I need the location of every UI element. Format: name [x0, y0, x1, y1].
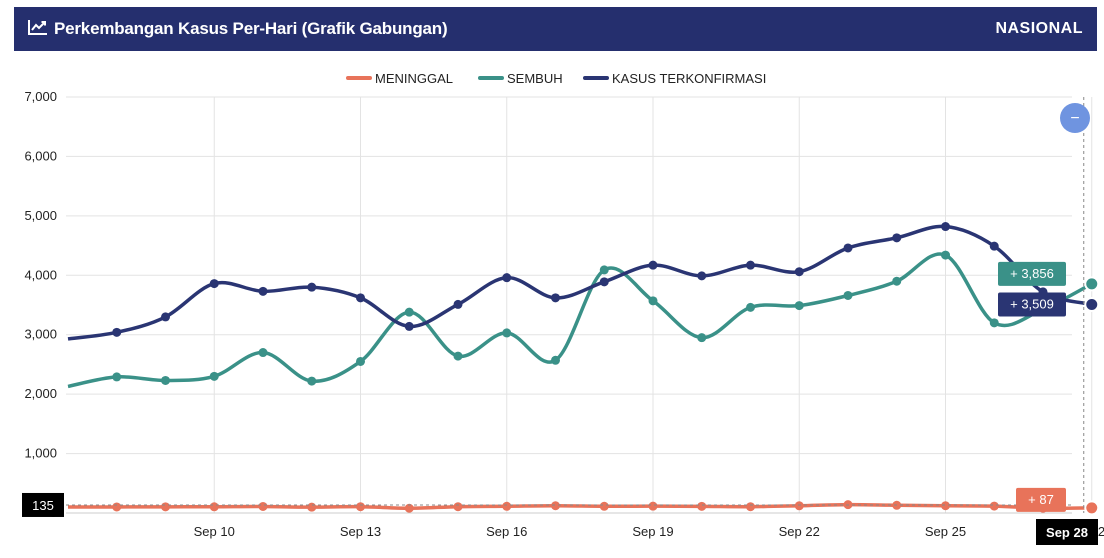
- data-point[interactable]: [161, 312, 170, 322]
- data-point[interactable]: [843, 243, 853, 253]
- data-point[interactable]: [307, 282, 317, 292]
- line-chart[interactable]: 01,0002,0003,0004,0005,0006,0007,000Sep …: [0, 55, 1104, 553]
- data-point[interactable]: [599, 277, 609, 287]
- data-point[interactable]: [746, 302, 755, 312]
- data-point[interactable]: [209, 502, 219, 512]
- data-point[interactable]: [112, 327, 122, 337]
- data-point[interactable]: [941, 250, 950, 260]
- data-point[interactable]: [599, 265, 609, 275]
- value-badge: + 3,856: [1010, 266, 1054, 281]
- data-point[interactable]: [599, 501, 609, 511]
- crosshair-x-label-box: [1036, 519, 1098, 545]
- y-tick-label: 3,000: [24, 327, 57, 342]
- data-point[interactable]: [843, 290, 853, 300]
- data-point[interactable]: [551, 501, 560, 511]
- data-point[interactable]: [989, 318, 999, 328]
- data-point[interactable]: [697, 333, 707, 343]
- data-point[interactable]: [648, 260, 658, 270]
- data-point[interactable]: [648, 296, 658, 306]
- header-title-group: Perkembangan Kasus Per-Hari (Grafik Gabu…: [28, 19, 448, 40]
- legend-label[interactable]: SEMBUH: [507, 71, 563, 86]
- x-tick-label: Sep 22: [779, 524, 820, 539]
- data-point[interactable]: [404, 321, 414, 331]
- data-point[interactable]: [794, 267, 804, 277]
- data-point[interactable]: [892, 233, 902, 243]
- chart-area: 01,0002,0003,0004,0005,0006,0007,000Sep …: [0, 55, 1104, 553]
- data-point[interactable]: [648, 501, 658, 511]
- data-point[interactable]: [161, 502, 170, 512]
- data-point[interactable]: [161, 375, 170, 385]
- data-point[interactable]: [941, 222, 950, 232]
- data-point[interactable]: [551, 355, 560, 365]
- chart-header: Perkembangan Kasus Per-Hari (Grafik Gabu…: [14, 7, 1097, 51]
- scope-label[interactable]: NASIONAL: [995, 20, 1083, 37]
- data-point[interactable]: [1084, 296, 1100, 312]
- data-point[interactable]: [551, 293, 560, 303]
- series-line-0[interactable]: [67, 502, 1092, 511]
- value-badge-bg: [1016, 487, 1066, 512]
- value-badge-bg: [998, 292, 1066, 317]
- crosshair-x-label: Sep 28: [1046, 525, 1088, 540]
- data-point[interactable]: [502, 501, 512, 511]
- data-point[interactable]: [453, 351, 463, 361]
- crosshair-y-label: 135: [32, 498, 54, 513]
- legend-label[interactable]: MENINGGAL: [375, 71, 453, 86]
- y-tick-label: 4,000: [24, 267, 57, 282]
- data-point[interactable]: [989, 241, 999, 251]
- data-point[interactable]: [209, 279, 219, 289]
- chart-line-icon: [28, 19, 48, 40]
- chart-title: Perkembangan Kasus Per-Hari (Grafik Gabu…: [54, 19, 448, 38]
- data-point[interactable]: [941, 501, 950, 511]
- data-point[interactable]: [746, 260, 755, 270]
- data-point[interactable]: [258, 501, 268, 511]
- x-tick-label: Sep 19: [632, 524, 673, 539]
- data-point[interactable]: [502, 273, 512, 283]
- data-point[interactable]: [307, 376, 317, 386]
- data-point[interactable]: [404, 503, 414, 513]
- value-badge-bg: [998, 261, 1066, 286]
- legend-label[interactable]: KASUS TERKONFIRMASI: [612, 71, 766, 86]
- data-point[interactable]: [892, 276, 902, 286]
- y-tick-label: 1,000: [24, 446, 57, 461]
- value-badge: + 87: [1028, 492, 1054, 507]
- data-point[interactable]: [453, 502, 463, 512]
- data-point[interactable]: [258, 348, 268, 358]
- data-point[interactable]: [989, 501, 999, 511]
- data-point[interactable]: [746, 502, 755, 512]
- x-tick-label: Sep 13: [340, 524, 381, 539]
- data-point[interactable]: [794, 301, 804, 311]
- data-point[interactable]: [404, 307, 414, 317]
- y-tick-label: 2,000: [24, 386, 57, 401]
- data-point[interactable]: [209, 371, 219, 381]
- data-point[interactable]: [794, 501, 804, 511]
- data-point[interactable]: [502, 328, 512, 338]
- data-point[interactable]: [356, 502, 365, 512]
- data-point[interactable]: [356, 293, 365, 303]
- data-point[interactable]: [307, 502, 317, 512]
- data-point[interactable]: [258, 286, 268, 296]
- x-tick-label: Sep 25: [925, 524, 966, 539]
- x-tick-label: Sep 16: [486, 524, 527, 539]
- data-point[interactable]: [112, 502, 122, 512]
- data-point[interactable]: [697, 501, 707, 511]
- y-tick-label: 7,000: [24, 89, 57, 104]
- data-point[interactable]: [1084, 500, 1100, 516]
- y-tick-label: 6,000: [24, 148, 57, 163]
- series-line-1[interactable]: [67, 252, 1093, 389]
- data-point[interactable]: [112, 372, 122, 382]
- data-point[interactable]: [697, 271, 707, 281]
- x-tick-label: Sep 10: [194, 524, 235, 539]
- zoom-out-button[interactable]: [1060, 103, 1090, 133]
- series-line-2[interactable]: [67, 224, 1093, 341]
- data-point[interactable]: [453, 299, 463, 309]
- zoom-out-icon[interactable]: −: [1070, 110, 1079, 127]
- value-badge: + 3,509: [1010, 296, 1054, 311]
- data-point[interactable]: [356, 356, 365, 366]
- crosshair-y-label-box: [22, 492, 64, 517]
- y-tick-label: 5,000: [24, 208, 57, 223]
- data-point[interactable]: [1084, 276, 1100, 292]
